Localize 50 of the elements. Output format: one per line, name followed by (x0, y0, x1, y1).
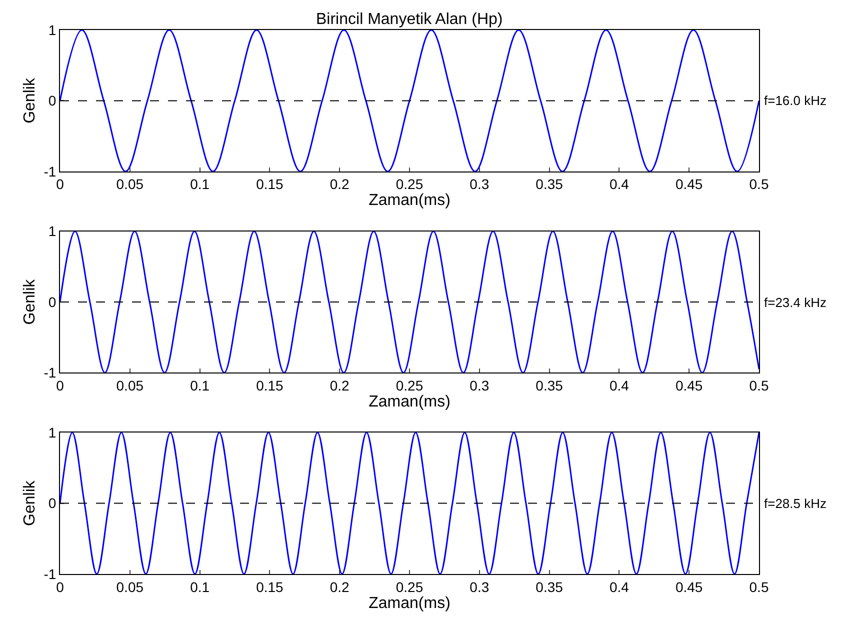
x-tick-label: 0.2 (330, 578, 350, 595)
x-tick-label: 0.15 (256, 176, 284, 192)
y-tick-label: 0 (48, 92, 56, 109)
y-axis-title: Genlik (22, 77, 39, 124)
y-axis-title: Genlik (22, 480, 39, 526)
x-tick-label: 0.45 (675, 176, 703, 192)
x-tick-label: 0.05 (116, 378, 144, 394)
text: f=16.0 kHz (764, 93, 827, 108)
y-tick-label: 0 (48, 294, 56, 310)
x-tick-label: 0.1 (190, 378, 210, 394)
x-tick-label: 0.4 (609, 378, 630, 394)
x-tick-label: 0.5 (749, 378, 769, 394)
text: f=28.5 kHz (764, 496, 827, 511)
x-axis-title: Zaman(ms) (368, 594, 450, 612)
line-series (60, 231, 759, 373)
x-tick-label: 0.4 (609, 578, 630, 595)
x-tick-label: 0.1 (190, 578, 210, 595)
x-tick-label: 0.25 (396, 578, 424, 595)
x-tick-label: 0.3 (470, 578, 490, 595)
x-tick-label: 0.25 (396, 176, 424, 192)
x-tick-label: 0.35 (536, 176, 564, 192)
text: f=23.4 kHz (764, 295, 827, 310)
x-tick-label: 0.15 (256, 378, 284, 394)
y-tick-label: 1 (48, 424, 56, 440)
x-axis-title: Zaman(ms) (368, 394, 450, 411)
x-tick-label: 0.1 (190, 176, 210, 192)
x-axis-title: Zaman(ms) (368, 192, 450, 210)
x-tick-label: 0.05 (116, 578, 144, 595)
x-tick-label: 0.2 (330, 176, 350, 192)
x-tick-label: 0.05 (116, 176, 144, 192)
y-tick-label: 1 (48, 223, 56, 240)
x-tick-label: 0.5 (749, 578, 769, 595)
chart-title: Birincil Manyetik Alan (Hp) (316, 11, 503, 28)
y-tick-label: 1 (48, 22, 56, 38)
y-tick-label: -1 (44, 364, 56, 381)
x-tick-label: 0.45 (675, 578, 703, 595)
x-tick-label: 0.2 (330, 378, 350, 394)
x-tick-label: 0.25 (396, 378, 424, 394)
y-tick-label: -1 (44, 566, 56, 582)
x-tick-label: 0.3 (470, 378, 490, 394)
y-axis-title: Genlik (22, 278, 39, 325)
x-tick-label: 0.35 (536, 378, 564, 394)
x-tick-label: 0.35 (536, 578, 564, 595)
x-tick-label: 0.45 (675, 378, 703, 394)
x-tick-label: 0.3 (470, 176, 490, 192)
x-tick-label: 0.4 (609, 176, 630, 192)
x-tick-label: 0.15 (256, 578, 284, 595)
y-tick-label: -1 (44, 163, 56, 180)
x-tick-label: 0.5 (749, 176, 769, 192)
y-tick-label: 0 (48, 495, 56, 512)
